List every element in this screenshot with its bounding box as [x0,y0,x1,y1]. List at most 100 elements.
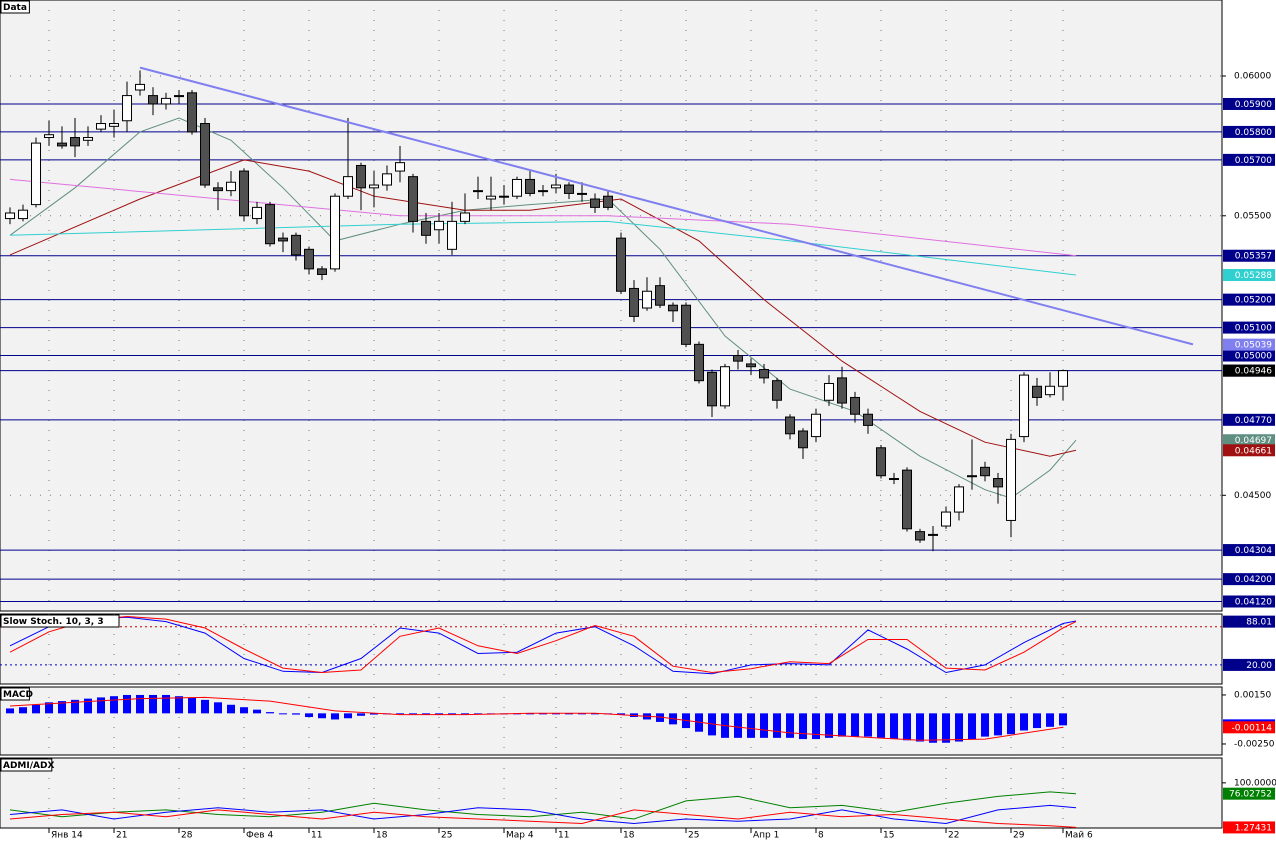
x-tick-label: 25 [688,831,699,841]
x-tick-label: 11 [311,831,322,841]
histogram-bar [864,713,873,737]
y-tick-label: 0.00150 [1234,690,1271,700]
x-tick-label: 11 [558,831,569,841]
price-label: 76.02752 [1229,790,1272,800]
candle-body [213,187,224,192]
panel-title-box [0,687,30,701]
candle-body [902,469,913,530]
histogram-bar [578,713,587,715]
candle-body [785,416,796,435]
histogram-bar [591,713,600,715]
candle-body [1006,438,1017,521]
x-tick-label: 25 [441,831,452,841]
candle-body [603,195,614,208]
histogram-bar [539,713,548,715]
candle-body [434,220,445,231]
histogram-bar [136,694,145,714]
histogram-bar [149,694,158,714]
candle-body [5,212,16,220]
price-label-box [1223,153,1275,166]
y-tick-label: 0.06000 [1234,72,1271,82]
histogram-bar [58,701,67,714]
price-label-box [1223,544,1275,557]
price-label-box [1223,293,1275,306]
price-label-box [1223,573,1275,586]
histogram-bar [240,707,249,714]
histogram-bar [1020,713,1029,731]
histogram-bar [1059,713,1068,726]
candle-body [681,304,692,345]
indicator-line [9,804,1077,825]
candle-body [187,92,198,133]
price-label-box [1223,338,1275,351]
histogram-bar [331,713,340,720]
plot-area [0,686,1223,756]
histogram-bar [227,704,236,714]
candle-body [109,123,120,127]
price-label: 0.04200 [1235,575,1272,585]
panel-title-box [0,758,53,772]
candle-body [720,366,731,407]
price-label-box [1223,125,1275,138]
price-label: 0.05288 [1235,271,1272,281]
x-tick-label: 22 [948,831,959,841]
histogram-bar [799,713,808,740]
histogram-bar [734,713,743,738]
histogram-bar [656,713,665,722]
price-label: 1.27431 [1235,823,1272,833]
price-label-box [1223,349,1275,362]
candle-body [538,190,549,193]
indicator-line [9,616,1077,675]
x-tick-label: 15 [883,831,894,841]
trend-line [139,66,1194,346]
candle-body [1045,385,1056,396]
histogram-bar [19,707,28,714]
histogram-bar [786,713,795,738]
candle-body [590,198,601,208]
candle-body [551,184,562,189]
candle-body [96,123,107,130]
histogram-bar [110,696,119,714]
histogram-bar [370,713,379,715]
histogram-bar [825,713,834,738]
histogram-bar [994,713,1003,736]
price-label-box [1223,658,1275,671]
histogram-bar [773,713,782,738]
candle-body [408,176,419,222]
candle-body [928,533,939,536]
candle-body [226,181,237,192]
candle-body [421,220,432,236]
candle-body [811,413,822,438]
price-label-box [1223,97,1275,110]
x-tick-label: Янв 14 [51,831,83,841]
price-label: 0.05100 [1235,324,1272,334]
price-label: 0.05700 [1235,156,1272,166]
candle-body [499,195,510,198]
panel-title: ADMI/ADX [3,761,54,771]
candle-body [850,396,861,415]
histogram-bar [409,713,418,715]
histogram-bar [318,713,327,719]
histogram-bar [266,712,275,714]
histogram-bar [45,702,54,714]
histogram-bar [344,713,353,719]
candle-body [174,95,185,98]
price-label-box [1223,595,1275,608]
candle-body [837,377,848,404]
candle-body [70,137,81,147]
candle-body [252,206,263,220]
candle-body [759,369,770,379]
price-label: 0.05357 [1235,252,1272,262]
y-tick-label: 0.05500 [1234,211,1271,221]
histogram-bar [812,713,821,740]
histogram-bar [32,704,41,714]
candle-body [889,478,900,481]
plot-area [0,0,1223,612]
x-tick-label: Апр 1 [753,831,779,841]
plot-area [0,613,1223,685]
candle-body [980,466,991,477]
price-label-box [1223,413,1275,426]
price-label: 20.00 [1246,661,1272,671]
